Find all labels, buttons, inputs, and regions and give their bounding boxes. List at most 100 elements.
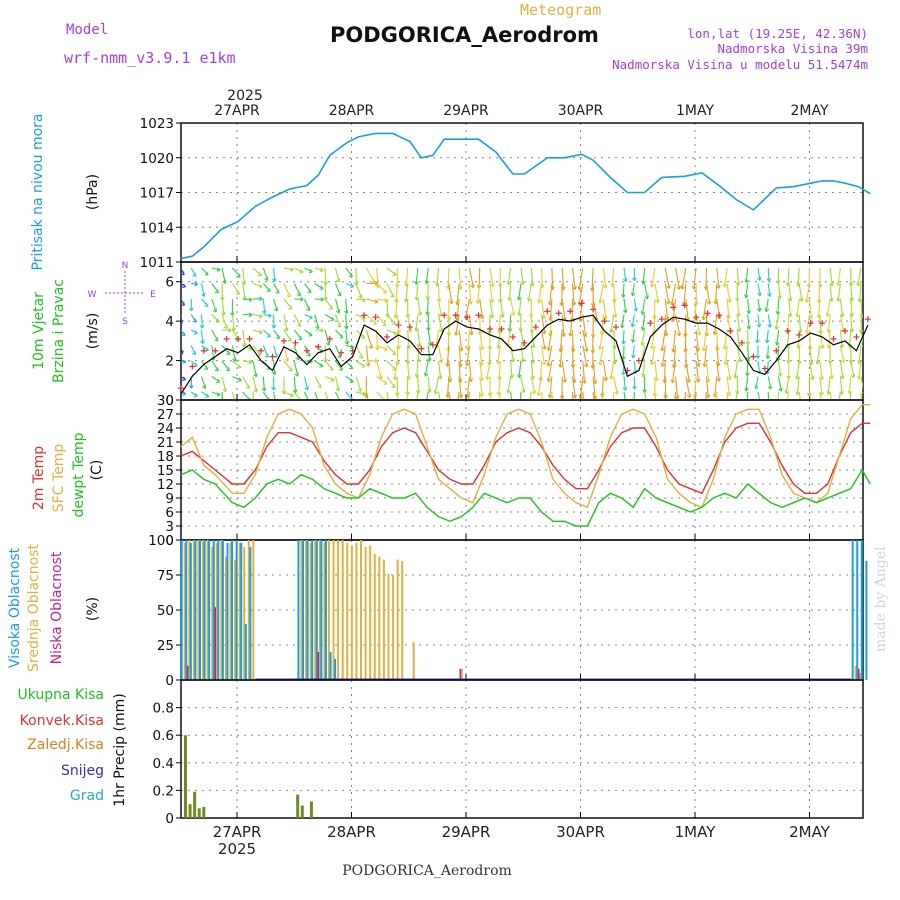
wind-arrows: [181, 267, 863, 400]
bottom-day-label: 2MAY: [789, 823, 831, 841]
bottom-day-label: 1MAY: [675, 823, 717, 841]
wind-unit: (m/s): [85, 313, 101, 350]
cloud-unit: (%): [85, 597, 101, 621]
y-tick-label: 0: [165, 533, 174, 549]
temp-side-label: SFC Temp: [51, 444, 67, 513]
temp-line-1: [180, 422, 871, 495]
y-tick-label: 0: [165, 811, 174, 827]
bottom-year-label: 2025: [218, 840, 256, 858]
y-tick-label: 3: [165, 519, 174, 535]
y-tick-label: 27: [157, 407, 174, 423]
pressure-line: [180, 132, 871, 260]
y-tick-label: 1017: [140, 186, 174, 202]
wind-side-label-1: 10m Vjetar: [31, 292, 47, 370]
panel-frame: [180, 539, 864, 681]
compass-letter: N: [122, 261, 129, 271]
pressure-side-label: Pritisak na nivou mora: [30, 113, 46, 270]
top-day-label: 27APR: [214, 103, 260, 119]
precip-bar: [202, 806, 206, 818]
y-tick-label: 1014: [140, 220, 174, 236]
top-day-label: 28APR: [329, 103, 375, 119]
top-day-label: 2MAY: [790, 103, 828, 119]
coords-text: lon,lat (19.25E, 42.36N): [687, 26, 868, 41]
cloud-side-label: Niska Oblacnost: [49, 551, 65, 664]
compass-letter: E: [150, 290, 156, 300]
y-tick-label: 12: [157, 477, 174, 493]
footer-station: PODGORICA_Aerodrom: [342, 863, 512, 879]
y-tick-label: 0: [165, 393, 174, 409]
y-tick-label: 0.8: [153, 701, 174, 717]
y-tick-label: 21: [157, 435, 174, 451]
y-tick-label: 24: [157, 421, 174, 437]
precip-bar: [183, 735, 187, 818]
model-altitude-text: Nadmorska Visina u modelu 51.5474m: [612, 57, 868, 72]
y-tick-label: 0: [165, 673, 174, 689]
temp-unit: (C): [89, 460, 105, 481]
panel-frame: [180, 679, 864, 819]
panels: 1011 1014 1017 1020 1023 Pritisak na nivou mo…: [7, 113, 871, 827]
precip-side-label: Snijeg: [61, 763, 104, 779]
panel-pressure: 1011 1014 1017 1020 1023 Pritisak na nivou mo…: [30, 113, 871, 271]
bottom-day-labels: 27APR 28APR 29APR 30APR 1MAY 2MAY: [213, 823, 831, 841]
top-year-label: 2025: [227, 88, 263, 104]
top-day-label: 30APR: [558, 103, 604, 119]
y-tick-label: 9: [165, 491, 174, 507]
y-tick-label: 50: [157, 603, 174, 619]
watermark: made by Angel: [873, 546, 889, 652]
station-title: PODGORICA_Aerodrom: [330, 23, 599, 47]
precip-bar: [197, 808, 201, 818]
precip-bar: [296, 794, 300, 818]
model-name: wrf-nmm_v3.9.1 e1km: [64, 49, 236, 67]
precip-side-label: Grad: [70, 788, 104, 804]
y-tick-label: 15: [157, 463, 174, 479]
bottom-day-label: 30APR: [556, 823, 605, 841]
precip-side-label: Zaledj.Kisa: [27, 737, 104, 753]
y-tick-label: 0.4: [153, 756, 174, 772]
y-tick-label: 0.6: [153, 728, 174, 744]
compass-letter: S: [122, 317, 128, 327]
top-day-labels: 27APR 28APR 29APR 30APR 1MAY 2MAY: [214, 103, 829, 119]
y-tick-label: 30: [157, 393, 174, 409]
y-tick-label: 0.2: [153, 783, 174, 799]
y-tick-label: 75: [157, 568, 174, 584]
precip-side-label: Ukupna Kisa: [17, 687, 104, 703]
top-day-label: 1MAY: [676, 103, 714, 119]
temp-line-2: [180, 404, 871, 509]
y-tick-label: 1020: [140, 151, 174, 167]
panel-cloud: 0 25 50 75 100 Visoka Oblacnost Srednja Oblacn…: [7, 533, 868, 689]
bottom-day-label: 27APR: [213, 823, 262, 841]
cloud-side-label: Srednja Oblacnost: [26, 544, 42, 672]
y-tick-label: 4: [165, 314, 174, 330]
compass-letter: W: [88, 290, 97, 300]
y-tick-label: 6: [165, 275, 174, 291]
bottom-day-label: 28APR: [327, 823, 376, 841]
meteogram-label: Meteogram: [520, 1, 601, 19]
precip-bar: [188, 804, 192, 818]
y-tick-label: 2: [165, 354, 174, 370]
temp-side-label: dewpt Temp: [71, 432, 87, 517]
compass-icon: N S W E: [88, 261, 157, 327]
precip-side-label: Konvek.Kisa: [20, 713, 104, 729]
panel-frame: [180, 399, 864, 541]
panel-precip: 0 0.2 0.4 0.6 0.8 Ukupna Kisa Konvek.Kisa Zaled…: [17, 679, 864, 827]
pressure-unit: (hPa): [85, 174, 101, 210]
precip-unit: 1hr Precip (mm): [112, 693, 128, 806]
model-label: Model: [66, 22, 108, 38]
y-tick-label: 6: [165, 505, 174, 521]
panel-wind: 0 2 4 6 10m Vjetar Brzina i Pravac (m/s) N S W E: [31, 261, 871, 409]
altitude-text: Nadmorska Visina 39m: [717, 41, 868, 56]
wind-speed-line: [180, 314, 869, 395]
precip-bar: [193, 791, 197, 818]
y-tick-label: 1011: [140, 255, 174, 271]
precip-bar: [300, 805, 304, 818]
wind-side-label-2: Brzina i Pravac: [51, 279, 67, 383]
precip-bar: [309, 801, 313, 818]
y-tick-label: 100: [148, 533, 174, 549]
bottom-day-label: 29APR: [442, 823, 491, 841]
temp-side-label: 2m Temp: [31, 446, 47, 510]
wind-gust-marks: [177, 300, 871, 392]
top-day-label: 29APR: [443, 103, 489, 119]
